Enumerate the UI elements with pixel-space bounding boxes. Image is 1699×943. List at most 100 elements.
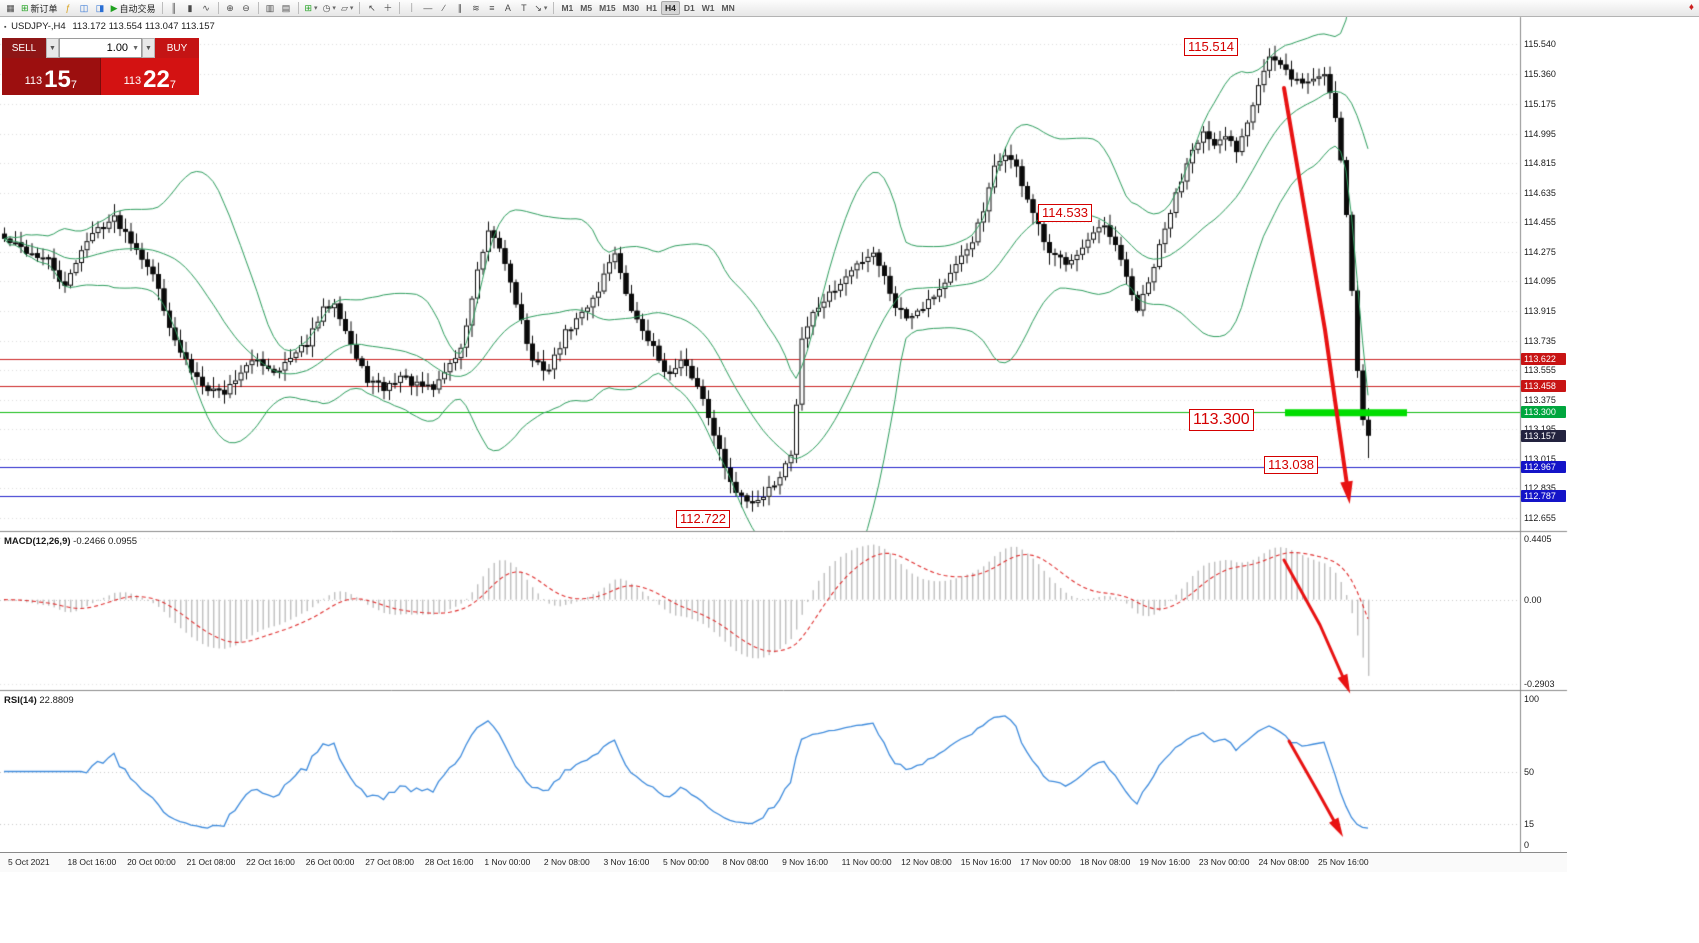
trendline-tool-icon: ∕: [443, 2, 445, 13]
indicators-list-icon: ƒ: [65, 2, 71, 13]
price-annotation: 114.533: [1038, 204, 1093, 223]
trendline-tool[interactable]: ∕: [436, 1, 451, 16]
bar-chart-type[interactable]: ║: [167, 1, 182, 16]
volume-caret[interactable]: ▼: [132, 44, 139, 52]
price-tick: 113.195: [1524, 424, 1556, 434]
profiles[interactable]: ▦: [3, 1, 18, 16]
volume-field-wrap: ▼: [59, 38, 142, 58]
indicator-axis-label: -0.2903: [1524, 679, 1555, 689]
alerts-icon[interactable]: ♦: [1688, 2, 1694, 13]
price-tick: 114.095: [1524, 276, 1556, 287]
price-tick: 115.540: [1524, 39, 1556, 49]
vertical-line-tool-icon: ｜: [407, 2, 417, 13]
market-watch[interactable]: ◫: [77, 1, 92, 16]
rsi-value: 22.8809: [39, 695, 74, 706]
time-label: 19 Nov 16:00: [1139, 857, 1190, 867]
time-label: 15 Nov 16:00: [960, 857, 1012, 867]
zoom-out[interactable]: ⊖: [239, 1, 254, 16]
auto-trading-label: 自动交易: [119, 3, 156, 14]
candle-icon: ▪: [4, 24, 7, 31]
timeframe-h1[interactable]: H1: [646, 3, 658, 13]
timeframe-d1[interactable]: D1: [683, 3, 695, 13]
main-toolbar: ▦ ⊞ 新订单 ƒ ◫ ◨ ▶ 自动交易 ║ ▮ ∿ ⊕ ⊖ ▥ ▤ ⊞ ▾ ◷ ▾ ▱ ▾ ↖ ＋ ｜ — ∕ ∥ ≋ ≡ A T ↘ ▾ M1…: [0, 0, 1699, 17]
objects-tool-icon: ≡: [489, 2, 495, 13]
buy-price[interactable]: 113 22 7: [100, 58, 199, 95]
timeframe-mn[interactable]: MN: [721, 3, 735, 13]
fibonacci-tool-icon: ≋: [472, 2, 480, 13]
add-indicator[interactable]: ⊞ ▾: [303, 1, 320, 16]
timeframe-h4[interactable]: H4: [661, 1, 680, 15]
one-click-trade-panel: SELL ▼ ▼ ▼ BUY 113 15 7 113 22 7: [2, 38, 199, 95]
price-tick: 114.635: [1524, 187, 1556, 198]
zoom-in[interactable]: ⊕: [223, 1, 238, 16]
arrows-tool[interactable]: ↘ ▾: [532, 1, 549, 16]
toolbar-separator: [217, 2, 219, 14]
arrows-tool-caret: ▾: [543, 5, 548, 12]
toolbar-separator: [359, 2, 361, 14]
timeframe-w1[interactable]: W1: [701, 3, 715, 13]
indicator-axis-label: 0.4405: [1524, 534, 1552, 544]
trade-panel-prices: 113 15 7 113 22 7: [2, 58, 199, 95]
label-tool[interactable]: T: [516, 1, 531, 16]
price-annotation: 112.722: [676, 510, 731, 529]
channel-tool[interactable]: ∥: [452, 1, 467, 16]
zoom-out-icon: ⊖: [242, 2, 250, 13]
candle-chart-type[interactable]: ▮: [183, 1, 198, 16]
vertical-line-tool[interactable]: ｜: [404, 1, 419, 16]
time-label: 8 Nov 08:00: [722, 857, 769, 867]
timeframe-m5[interactable]: M5: [580, 3, 593, 13]
price-tick: 114.815: [1524, 158, 1556, 169]
price-tick: 113.375: [1524, 394, 1556, 405]
timeframe-m30[interactable]: M30: [622, 3, 640, 13]
line-chart-type[interactable]: ∿: [199, 1, 214, 16]
tile-windows[interactable]: ▥: [263, 1, 278, 16]
objects-tool[interactable]: ≡: [484, 1, 499, 16]
price-tick: 115.175: [1524, 98, 1556, 109]
indicator-axis-label: 15: [1524, 818, 1535, 829]
period-selector[interactable]: ◷ ▾: [321, 1, 338, 16]
indicators-list[interactable]: ƒ: [61, 1, 76, 16]
text-tool-icon: A: [504, 2, 511, 13]
text-tool[interactable]: A: [500, 1, 515, 16]
indicator-axis-label: 0: [1524, 840, 1530, 850]
auto-trading[interactable]: ▶ 自动交易: [109, 1, 158, 16]
horizontal-line-tool[interactable]: —: [420, 1, 435, 16]
price-tick: 113.555: [1524, 365, 1556, 376]
template-selector[interactable]: ▱ ▾: [339, 1, 355, 16]
data-window[interactable]: ◨: [93, 1, 108, 16]
time-label: 11 Nov 00:00: [841, 857, 892, 867]
cursor-tool[interactable]: ↖: [364, 1, 379, 16]
rsi-indicator-label: RSI(14) 22.8809: [4, 695, 74, 706]
profiles-icon: ▦: [6, 2, 15, 13]
time-label: 5 Nov 00:00: [663, 857, 709, 867]
rsi-name: RSI(14): [4, 695, 37, 706]
market-watch-icon: ◫: [79, 2, 89, 13]
sell-button[interactable]: SELL: [2, 38, 46, 58]
new-order[interactable]: ⊞ 新订单: [19, 1, 60, 16]
timeframe-m1[interactable]: M1: [561, 3, 574, 13]
time-label: 21 Oct 08:00: [186, 857, 236, 867]
time-label: 17 Nov 00:00: [1020, 857, 1071, 867]
price-tick: 113.735: [1524, 335, 1556, 346]
time-label: 24 Nov 08:00: [1258, 857, 1310, 867]
price-tag: 113.300: [1521, 406, 1566, 419]
indicator-axis-label: 0.00: [1524, 594, 1542, 605]
cascade-windows[interactable]: ▤: [279, 1, 294, 16]
price-tick: 112.835: [1524, 483, 1556, 494]
fibonacci-tool[interactable]: ≋: [468, 1, 483, 16]
timeframe-m15[interactable]: M15: [599, 3, 616, 13]
buy-price-pips: 22: [143, 66, 170, 93]
price-tick: 114.995: [1524, 128, 1556, 139]
price-tick: 113.915: [1524, 305, 1556, 316]
sell-price[interactable]: 113 15 7: [2, 58, 101, 95]
crosshair-tool[interactable]: ＋: [380, 1, 395, 16]
buy-dropdown-caret[interactable]: ▼: [142, 38, 155, 58]
sell-dropdown-caret[interactable]: ▼: [46, 38, 59, 58]
volume-input[interactable]: [60, 42, 131, 54]
price-tag: 112.967: [1521, 460, 1566, 473]
macd-indicator-label: MACD(12,26,9) -0.2466 0.0955: [4, 536, 137, 547]
buy-button[interactable]: BUY: [155, 38, 199, 58]
time-axis[interactable]: 5 Oct 2021 18 Oct 16:00 20 Oct 00:00 21 Oct…: [0, 852, 1567, 872]
